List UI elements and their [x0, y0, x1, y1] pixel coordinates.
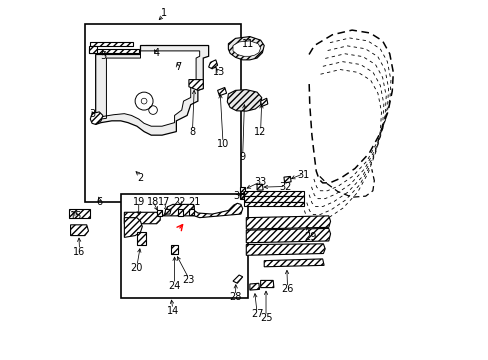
Polygon shape: [164, 210, 171, 214]
Text: 11: 11: [242, 39, 254, 49]
Polygon shape: [145, 45, 158, 55]
Text: 19: 19: [132, 197, 144, 207]
Text: 6: 6: [96, 197, 102, 207]
Polygon shape: [244, 202, 303, 206]
Text: 18: 18: [146, 197, 159, 207]
Text: 25: 25: [259, 313, 272, 323]
Text: 4: 4: [153, 48, 160, 58]
Polygon shape: [101, 51, 199, 126]
Text: 29: 29: [304, 232, 316, 242]
Text: 17: 17: [157, 197, 170, 207]
Polygon shape: [88, 49, 139, 53]
Polygon shape: [257, 184, 263, 190]
Polygon shape: [178, 209, 183, 216]
Text: 9: 9: [239, 152, 245, 162]
Text: 27: 27: [250, 310, 263, 319]
Text: 26: 26: [281, 284, 293, 294]
Polygon shape: [90, 42, 133, 45]
Polygon shape: [188, 209, 194, 215]
Polygon shape: [90, 112, 102, 125]
Polygon shape: [70, 225, 88, 235]
Bar: [121, 194, 247, 298]
Polygon shape: [260, 98, 267, 107]
Polygon shape: [228, 37, 264, 60]
Polygon shape: [246, 216, 330, 229]
Text: 12: 12: [254, 127, 266, 136]
Text: 15: 15: [70, 211, 82, 221]
Polygon shape: [264, 259, 324, 267]
Text: 22: 22: [173, 197, 186, 207]
Text: 30: 30: [232, 191, 245, 201]
Polygon shape: [96, 45, 208, 135]
Text: 33: 33: [254, 177, 266, 187]
Polygon shape: [155, 56, 198, 62]
Text: 7: 7: [175, 62, 181, 72]
Polygon shape: [69, 209, 90, 218]
Polygon shape: [217, 87, 226, 96]
Text: 2: 2: [137, 173, 143, 183]
Polygon shape: [244, 191, 303, 196]
Text: 21: 21: [188, 197, 200, 207]
Text: 16: 16: [73, 247, 85, 257]
Polygon shape: [233, 275, 242, 283]
Polygon shape: [246, 244, 325, 255]
Text: 8: 8: [189, 127, 195, 136]
Polygon shape: [171, 245, 178, 253]
Polygon shape: [233, 41, 260, 56]
Polygon shape: [249, 283, 259, 290]
Polygon shape: [208, 60, 217, 69]
Polygon shape: [260, 280, 273, 288]
Polygon shape: [156, 211, 162, 216]
Text: 13: 13: [213, 67, 225, 77]
Text: 20: 20: [130, 263, 143, 273]
Text: 28: 28: [229, 292, 241, 302]
Text: 24: 24: [168, 281, 181, 291]
Polygon shape: [239, 194, 246, 199]
Text: 3: 3: [89, 109, 95, 119]
Polygon shape: [239, 187, 244, 193]
Text: 32: 32: [279, 182, 291, 192]
Polygon shape: [227, 90, 261, 111]
Polygon shape: [188, 80, 203, 90]
Polygon shape: [284, 176, 290, 183]
Polygon shape: [124, 218, 142, 237]
Polygon shape: [137, 232, 145, 245]
Text: 1: 1: [161, 8, 166, 18]
Polygon shape: [244, 196, 303, 202]
Polygon shape: [246, 228, 330, 243]
Polygon shape: [124, 212, 160, 224]
Text: 10: 10: [216, 139, 229, 149]
Polygon shape: [88, 45, 97, 53]
Text: 31: 31: [297, 170, 309, 180]
Text: 5: 5: [100, 51, 106, 61]
Text: 14: 14: [166, 306, 179, 316]
Bar: [85, 24, 241, 202]
Text: 23: 23: [183, 275, 195, 285]
Polygon shape: [160, 203, 242, 218]
